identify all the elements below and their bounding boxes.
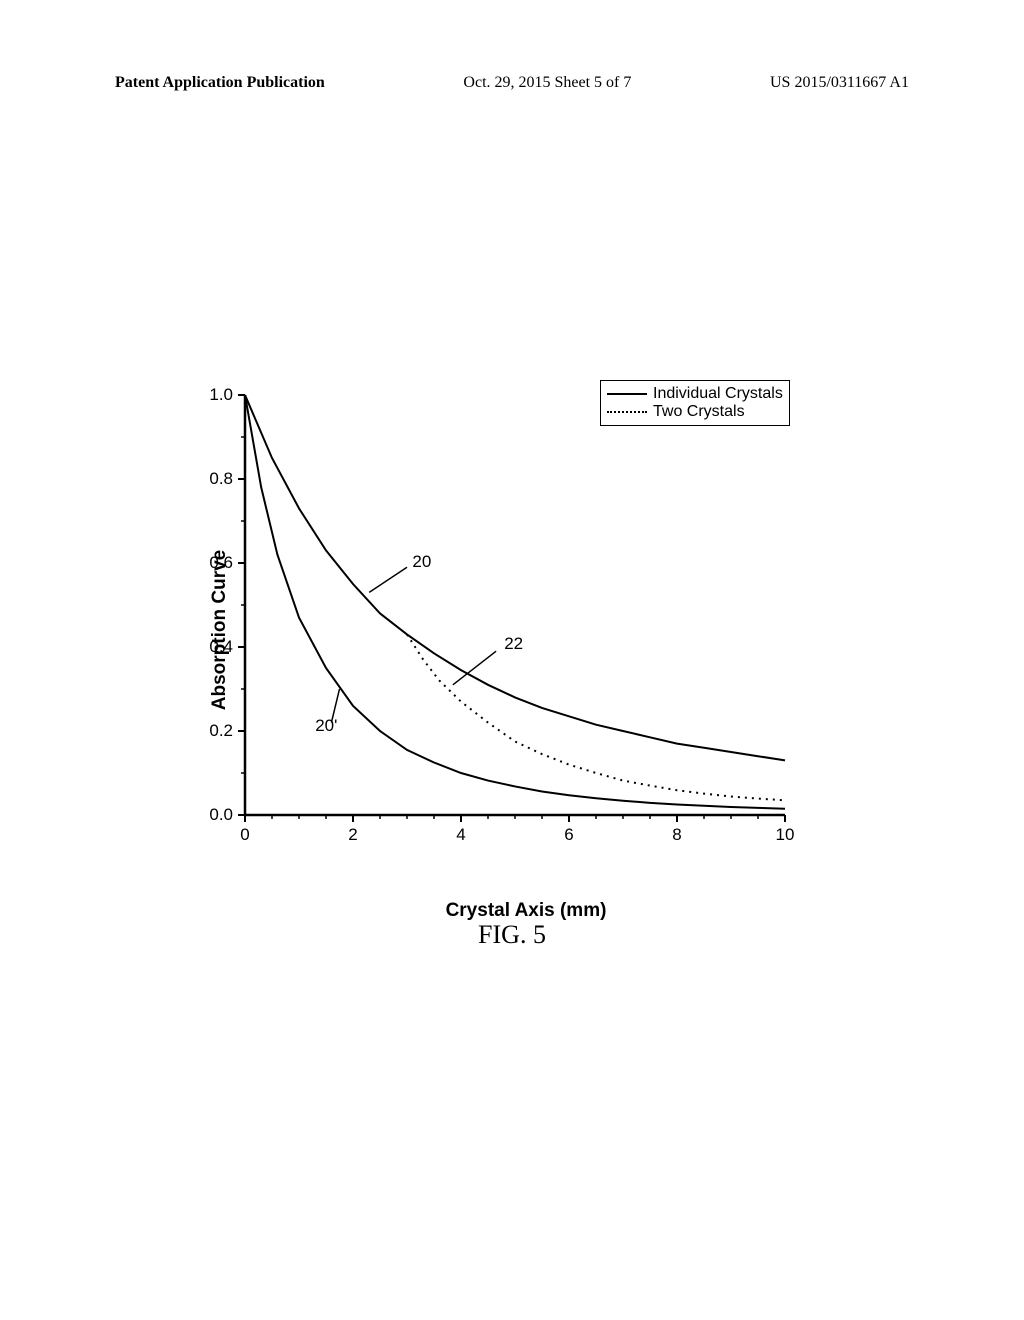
- header-center: Oct. 29, 2015 Sheet 5 of 7: [463, 74, 631, 92]
- x-tick-label: 6: [559, 825, 579, 845]
- header-right: US 2015/0311667 A1: [770, 74, 909, 92]
- x-tick-label: 4: [451, 825, 471, 845]
- y-tick-label: 0.6: [203, 553, 233, 573]
- x-tick-label: 0: [235, 825, 255, 845]
- page-header: Patent Application Publication Oct. 29, …: [0, 74, 1024, 92]
- legend-row: Individual Crystals: [607, 385, 783, 403]
- x-tick-label: 10: [775, 825, 795, 845]
- y-tick-label: 0.8: [203, 469, 233, 489]
- annotation-label: 22: [504, 634, 523, 654]
- y-tick-label: 0.0: [203, 805, 233, 825]
- series-curve-20-upper: [245, 395, 785, 760]
- y-tick-label: 1.0: [203, 385, 233, 405]
- series-curve-22-dotted: [407, 634, 785, 800]
- x-tick-label: 8: [667, 825, 687, 845]
- legend-swatch: [607, 393, 647, 395]
- legend-label: Two Crystals: [653, 403, 745, 421]
- legend-label: Individual Crystals: [653, 385, 783, 403]
- annotation-label: 20': [315, 716, 337, 736]
- legend-row: Two Crystals: [607, 403, 783, 421]
- y-tick-label: 0.4: [203, 637, 233, 657]
- series-curve-20prime-lower: [245, 395, 785, 809]
- chart-container: Absorption Curve Crystal Axis (mm) 0.00.…: [185, 380, 805, 880]
- figure-caption: FIG. 5: [478, 920, 546, 950]
- chart-svg: [185, 380, 805, 880]
- header-left: Patent Application Publication: [115, 74, 325, 92]
- y-tick-label: 0.2: [203, 721, 233, 741]
- legend-swatch: [607, 411, 647, 413]
- annotation-label: 20: [412, 552, 431, 572]
- legend-box: Individual CrystalsTwo Crystals: [600, 380, 790, 426]
- x-tick-label: 2: [343, 825, 363, 845]
- x-axis-label: Crystal Axis (mm): [446, 900, 607, 922]
